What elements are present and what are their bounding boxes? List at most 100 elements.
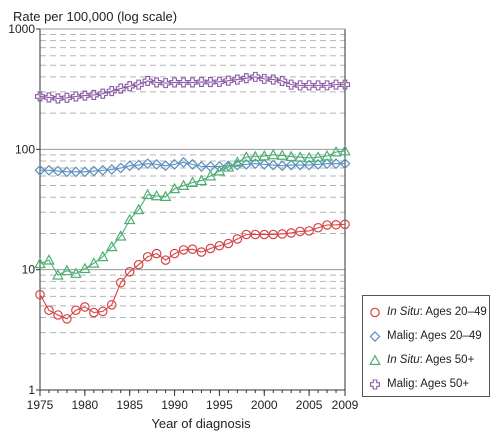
data-point — [124, 81, 135, 92]
data-point — [286, 79, 297, 90]
legend-swatch — [370, 307, 380, 318]
legend-item: In Situ: Ages 20–49 — [367, 300, 489, 324]
data-point — [178, 156, 189, 168]
data-point — [52, 269, 64, 280]
data-point — [250, 71, 261, 82]
data-point — [313, 222, 323, 233]
data-point — [44, 305, 54, 316]
x-tick-label: 1990 — [161, 398, 188, 412]
data-point — [330, 158, 342, 170]
x-tick-label: 1985 — [116, 398, 143, 412]
axes — [36, 28, 346, 396]
data-point — [43, 92, 55, 103]
y-tick-label: 1 — [28, 383, 35, 397]
data-point — [141, 188, 154, 200]
data-point — [232, 74, 243, 85]
data-point — [142, 251, 153, 262]
data-point — [285, 159, 297, 171]
data-point — [339, 158, 351, 170]
data-point — [196, 247, 207, 257]
data-point — [330, 79, 342, 90]
legend-item: Malig: Ages 50+ — [367, 372, 489, 396]
data-point — [240, 158, 252, 170]
series-line — [39, 223, 346, 320]
data-point — [160, 78, 171, 89]
data-point — [53, 310, 63, 320]
data-point — [249, 150, 262, 162]
legend-label-rest: : Ages 50+ — [419, 354, 475, 366]
data-point — [62, 314, 72, 324]
legend-swatch — [369, 354, 381, 365]
data-point — [61, 92, 72, 103]
legend-marker — [369, 331, 381, 342]
data-point — [151, 248, 162, 259]
series-2 — [34, 156, 351, 178]
data-point — [232, 234, 243, 244]
data-point — [34, 257, 46, 269]
data-point — [267, 148, 280, 160]
data-point — [222, 160, 234, 172]
data-point — [187, 158, 198, 170]
data-point — [106, 300, 117, 310]
data-point — [294, 151, 306, 162]
data-point — [276, 160, 288, 172]
x-tick-label: 2005 — [296, 398, 323, 412]
data-point — [105, 240, 118, 252]
y-axis-title: Rate per 100,000 (log scale) — [13, 9, 177, 24]
data-point — [160, 255, 171, 265]
legend-swatch — [369, 331, 381, 342]
data-point — [222, 161, 235, 172]
data-point — [195, 174, 208, 186]
legend-item: In Situ: Ages 50+ — [367, 348, 489, 372]
data-point — [240, 151, 253, 162]
data-point — [223, 238, 234, 249]
data-point — [97, 306, 108, 317]
series-4 — [34, 71, 351, 104]
data-point — [313, 80, 324, 91]
data-point — [304, 226, 314, 236]
data-point — [169, 77, 180, 88]
data-point — [303, 151, 315, 163]
series-line — [40, 161, 345, 173]
data-point — [79, 262, 91, 274]
data-point — [71, 305, 81, 316]
data-point — [321, 149, 333, 161]
data-point — [142, 75, 153, 87]
data-point — [43, 164, 55, 176]
data-point — [70, 267, 82, 278]
data-point — [339, 79, 351, 90]
data-point — [177, 179, 190, 190]
data-point — [276, 149, 289, 160]
data-point — [340, 219, 350, 230]
data-point — [169, 158, 181, 170]
legend-label: In Situ: Ages 50+ — [387, 354, 474, 366]
data-point — [115, 277, 126, 288]
data-point — [70, 91, 81, 102]
legend: In Situ: Ages 20–49 Malig: Ages 20–49 In S… — [362, 295, 490, 397]
data-point — [205, 243, 216, 254]
y-tick-label: 100 — [15, 142, 35, 156]
data-point — [259, 73, 270, 84]
legend-label: Malig: Ages 50+ — [387, 378, 470, 390]
data-point — [277, 229, 288, 239]
data-point — [70, 166, 82, 178]
data-point — [79, 166, 91, 178]
data-point — [52, 165, 64, 177]
data-point — [114, 230, 127, 241]
data-point — [295, 80, 306, 91]
data-point — [196, 76, 207, 88]
data-point — [150, 189, 163, 201]
data-point — [249, 158, 261, 170]
legend-marker — [370, 307, 380, 318]
data-point — [88, 257, 100, 268]
data-point — [267, 159, 279, 171]
data-point — [186, 176, 199, 187]
legend-marker — [369, 379, 381, 390]
data-point — [322, 80, 333, 91]
data-point — [61, 166, 73, 178]
data-point — [196, 161, 207, 172]
data-point — [223, 75, 234, 86]
x-tick-label: 1975 — [27, 398, 54, 412]
data-point — [169, 248, 180, 259]
